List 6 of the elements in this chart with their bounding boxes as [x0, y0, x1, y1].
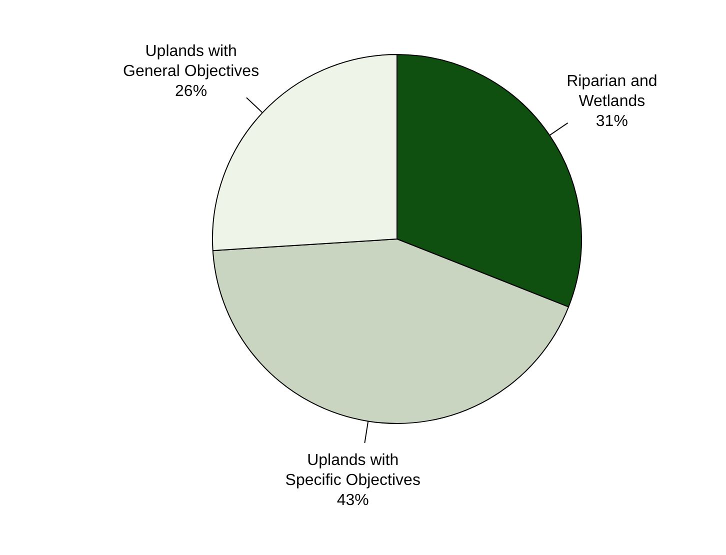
- slice-label: Uplands with Specific Objectives: [285, 452, 420, 489]
- data-label: 31%: [596, 112, 628, 130]
- slice-label: Uplands with General Objectives: [123, 43, 260, 80]
- slice-label: Riparian and Wetlands: [566, 72, 658, 110]
- data-label: 26%: [175, 83, 208, 100]
- data-label: 43%: [336, 492, 369, 509]
